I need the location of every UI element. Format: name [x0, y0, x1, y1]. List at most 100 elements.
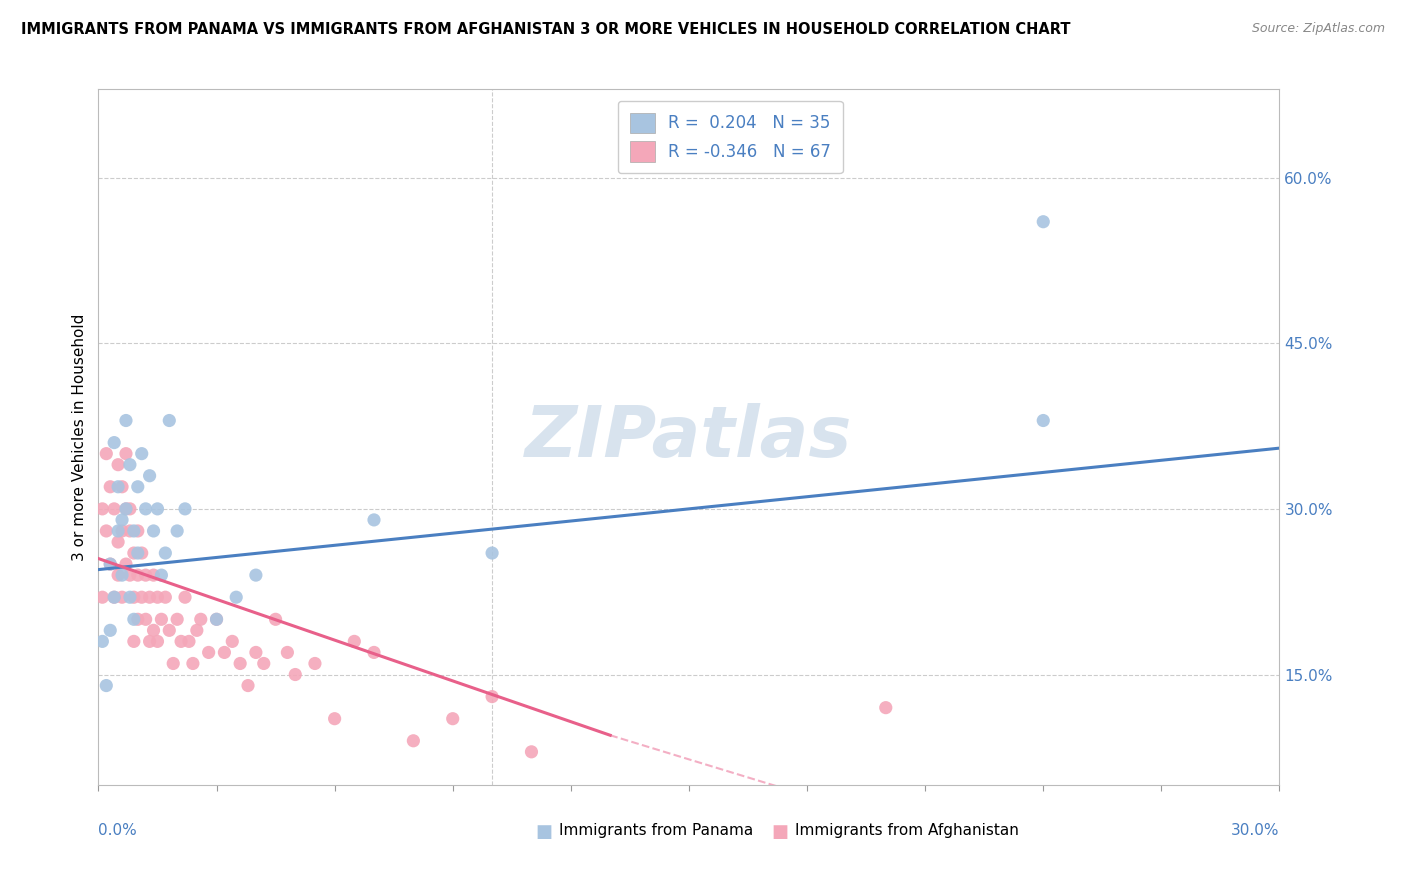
Point	[103, 591, 125, 605]
Point	[1032, 215, 1054, 229]
Point	[98, 624, 121, 638]
Point	[166, 524, 188, 538]
Point	[96, 679, 118, 693]
Point	[115, 501, 138, 516]
Text: Source: ZipAtlas.com: Source: ZipAtlas.com	[1251, 22, 1385, 36]
Point	[245, 568, 267, 582]
Legend: R =  0.204   N = 35, R = -0.346   N = 67: R = 0.204 N = 35, R = -0.346 N = 67	[619, 101, 842, 173]
Point	[118, 524, 141, 538]
Point	[284, 667, 307, 681]
Point	[115, 413, 138, 427]
Point	[122, 612, 145, 626]
Point	[122, 634, 145, 648]
Point	[138, 591, 160, 605]
Point	[122, 524, 145, 538]
Text: ■: ■	[772, 823, 789, 841]
Point	[111, 524, 134, 538]
Point	[481, 690, 503, 704]
Text: Immigrants from Afghanistan: Immigrants from Afghanistan	[796, 823, 1019, 838]
Point	[205, 612, 228, 626]
Point	[96, 524, 118, 538]
Point	[135, 612, 157, 626]
Point	[190, 612, 212, 626]
Text: Immigrants from Panama: Immigrants from Panama	[560, 823, 754, 838]
Y-axis label: 3 or more Vehicles in Household: 3 or more Vehicles in Household	[72, 313, 87, 561]
Point	[107, 458, 129, 472]
Point	[150, 612, 173, 626]
Point	[118, 458, 141, 472]
Point	[111, 591, 134, 605]
Point	[115, 557, 138, 571]
Point	[103, 435, 125, 450]
Point	[155, 546, 177, 560]
Point	[96, 447, 118, 461]
Point	[98, 480, 121, 494]
Point	[138, 468, 160, 483]
Point	[162, 657, 184, 671]
Text: 30.0%: 30.0%	[1232, 823, 1279, 838]
Point	[146, 591, 169, 605]
Point	[186, 624, 208, 638]
Point	[197, 645, 219, 659]
Point	[225, 591, 247, 605]
Point	[304, 657, 326, 671]
Point	[107, 568, 129, 582]
Point	[214, 645, 236, 659]
Point	[276, 645, 298, 659]
Point	[135, 501, 157, 516]
Text: 0.0%: 0.0%	[98, 823, 138, 838]
Point	[174, 501, 197, 516]
Point	[205, 612, 228, 626]
Point	[157, 624, 180, 638]
Point	[323, 712, 346, 726]
Point	[264, 612, 287, 626]
Point	[127, 480, 149, 494]
Point	[236, 679, 259, 693]
Text: ■: ■	[536, 823, 553, 841]
Point	[146, 501, 169, 516]
Point	[111, 568, 134, 582]
Point	[127, 546, 149, 560]
Point	[135, 568, 157, 582]
Point	[103, 591, 125, 605]
Point	[115, 501, 138, 516]
Point	[481, 546, 503, 560]
Point	[150, 568, 173, 582]
Point	[131, 591, 153, 605]
Point	[118, 591, 141, 605]
Point	[115, 447, 138, 461]
Point	[111, 480, 134, 494]
Point	[118, 501, 141, 516]
Point	[875, 700, 897, 714]
Point	[142, 624, 165, 638]
Point	[127, 524, 149, 538]
Point	[142, 524, 165, 538]
Point	[107, 524, 129, 538]
Text: IMMIGRANTS FROM PANAMA VS IMMIGRANTS FROM AFGHANISTAN 3 OR MORE VEHICLES IN HOUS: IMMIGRANTS FROM PANAMA VS IMMIGRANTS FRO…	[21, 22, 1070, 37]
Point	[157, 413, 180, 427]
Point	[111, 513, 134, 527]
Point	[91, 501, 114, 516]
Point	[181, 657, 204, 671]
Point	[520, 745, 543, 759]
Point	[402, 733, 425, 747]
Point	[91, 591, 114, 605]
Point	[98, 557, 121, 571]
Point	[91, 634, 114, 648]
Point	[229, 657, 252, 671]
Point	[221, 634, 243, 648]
Point	[1032, 413, 1054, 427]
Point	[122, 591, 145, 605]
Point	[103, 501, 125, 516]
Point	[441, 712, 464, 726]
Point	[155, 591, 177, 605]
Point	[166, 612, 188, 626]
Point	[118, 568, 141, 582]
Point	[343, 634, 366, 648]
Point	[146, 634, 169, 648]
Text: ZIPatlas: ZIPatlas	[526, 402, 852, 472]
Point	[245, 645, 267, 659]
Point	[253, 657, 276, 671]
Point	[138, 634, 160, 648]
Point	[142, 568, 165, 582]
